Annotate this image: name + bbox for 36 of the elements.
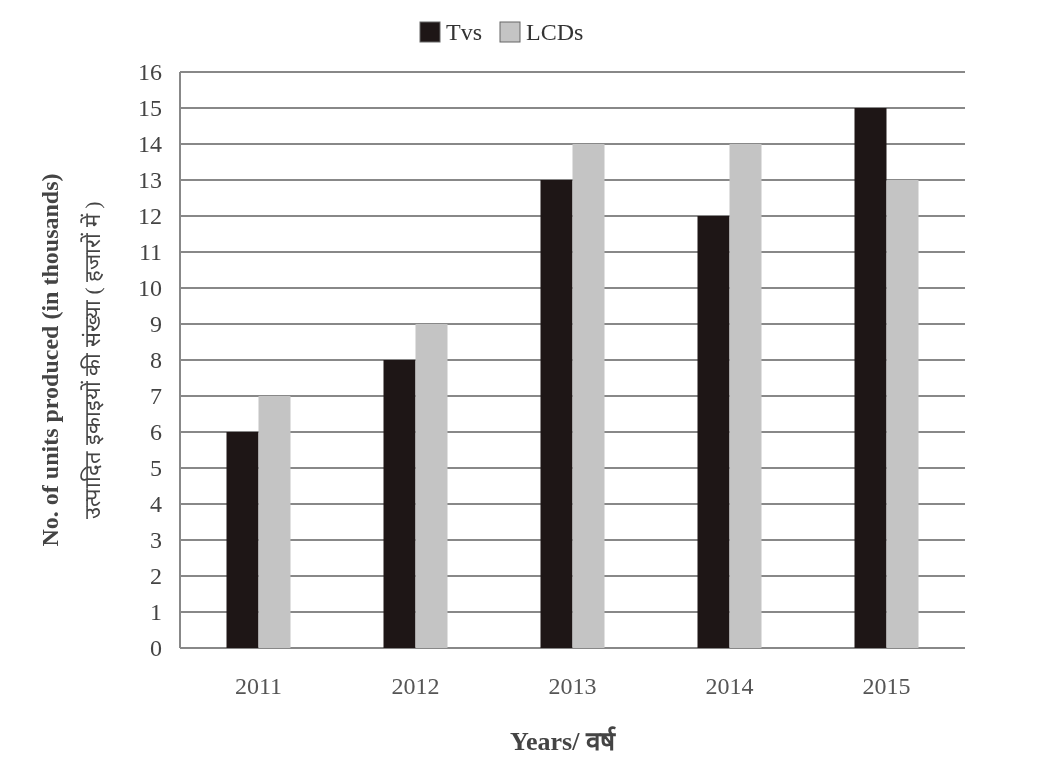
x-axis-title: Years/ वर्ष <box>510 726 616 756</box>
bar <box>729 144 762 648</box>
y-tick-label: 14 <box>138 131 162 157</box>
x-tick-label: 2014 <box>705 673 754 699</box>
y-tick-label: 1 <box>150 599 162 625</box>
bar <box>226 432 259 648</box>
y-tick-label: 10 <box>138 275 162 301</box>
bar <box>383 360 416 648</box>
y-tick-label: 13 <box>138 167 162 193</box>
bar <box>258 396 291 648</box>
bar <box>886 180 919 648</box>
legend-label: LCDs <box>526 19 584 45</box>
y-tick-label: 2 <box>150 563 162 589</box>
y-tick-label: 12 <box>138 203 162 229</box>
legend-label: Tvs <box>446 19 482 45</box>
y-tick-label: 7 <box>150 383 162 409</box>
bar <box>415 324 448 648</box>
y-tick-label: 11 <box>138 239 162 265</box>
bar <box>540 180 573 648</box>
y-tick-label: 8 <box>150 347 162 373</box>
y-tick-label: 4 <box>150 491 162 517</box>
bar <box>572 144 605 648</box>
bar <box>854 108 887 648</box>
y-tick-label: 9 <box>150 311 162 337</box>
y-tick-label: 6 <box>150 419 162 445</box>
x-tick-label: 2013 <box>548 673 597 699</box>
y-tick-label: 0 <box>150 635 162 661</box>
x-tick-label: 2011 <box>234 673 283 699</box>
x-tick-label: 2015 <box>862 673 911 699</box>
y-tick-label: 3 <box>150 527 162 553</box>
y-tick-label: 16 <box>138 59 162 85</box>
bar <box>697 216 730 648</box>
y-tick-label: 15 <box>138 95 162 121</box>
y-axis-title: No. of units produced (in thousands) उत्पादित इकाइयों की संख्या ( हजारों में ) <box>37 173 105 547</box>
x-tick-label: 2012 <box>391 673 440 699</box>
y-tick-label: 5 <box>150 455 162 481</box>
